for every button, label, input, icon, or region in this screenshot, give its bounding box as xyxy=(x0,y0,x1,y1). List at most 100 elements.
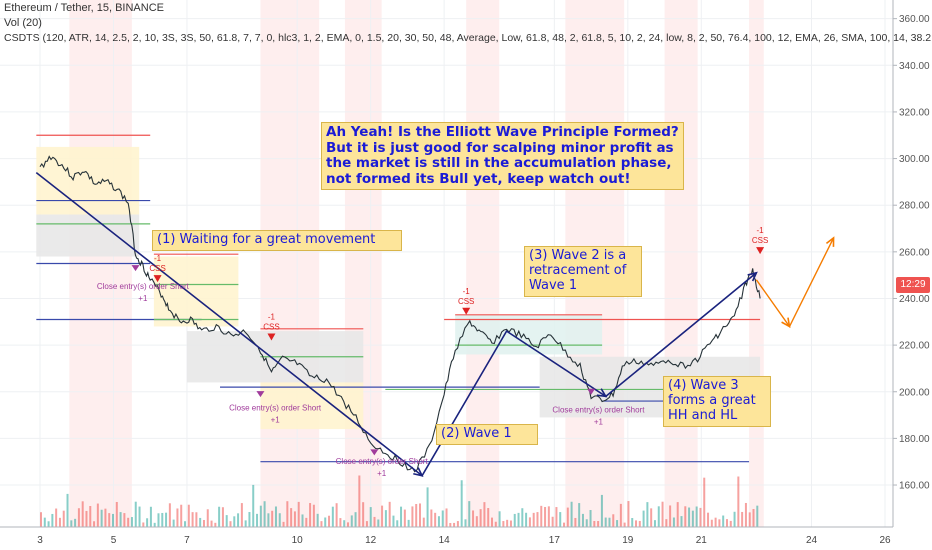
volume-bar xyxy=(240,503,243,527)
volume-bar xyxy=(229,521,232,527)
volume-bar xyxy=(134,501,137,527)
volume-bar xyxy=(638,520,641,527)
volume-bar xyxy=(346,522,349,527)
volume-bar xyxy=(328,515,331,527)
volume-bar xyxy=(506,519,509,527)
y-tick-label: 260.00 xyxy=(899,247,930,258)
css-signal-label: CSS xyxy=(458,297,474,306)
volume-bar xyxy=(445,508,448,527)
x-tick-label: 21 xyxy=(696,535,708,546)
volume-bar xyxy=(661,501,664,527)
wave-arrowhead xyxy=(413,467,424,477)
css-signal-label: CSS xyxy=(263,322,279,331)
volume-bar xyxy=(509,520,512,527)
y-tick-label: 280.00 xyxy=(899,201,930,212)
zone-box xyxy=(36,146,140,215)
volume-bar xyxy=(301,514,304,527)
volume-bar xyxy=(653,520,656,527)
volume-bar xyxy=(437,516,440,527)
zone-box xyxy=(153,256,239,327)
volume-bar xyxy=(422,517,425,527)
volume-bar xyxy=(665,519,668,527)
note-main: Ah Yeah! Is the Elliott Wave Principle F… xyxy=(321,122,684,191)
price-series xyxy=(39,155,761,473)
volume-bar xyxy=(335,503,338,527)
volume-bar xyxy=(388,501,391,527)
volume-bar xyxy=(616,520,619,527)
volume-bar xyxy=(350,515,353,527)
volume-bar xyxy=(62,510,65,527)
volume-bar xyxy=(320,521,323,527)
wave-arrowhead xyxy=(747,271,758,282)
volume-bar xyxy=(676,502,679,527)
close-signal-arrow xyxy=(256,391,265,398)
volume-bar xyxy=(756,505,759,527)
volume-bar xyxy=(119,512,122,527)
volume-bar xyxy=(729,520,732,527)
volume-bar xyxy=(547,506,550,527)
volume-bar xyxy=(58,517,61,527)
volume-bar xyxy=(623,522,626,527)
volume-bar xyxy=(578,503,581,527)
volume-bar xyxy=(237,513,240,527)
volume-bar xyxy=(104,508,107,527)
volume-bar xyxy=(55,508,58,527)
close-signal-count: +1 xyxy=(594,418,604,427)
volume-bar xyxy=(741,511,744,527)
volume-bar xyxy=(168,503,171,527)
volume-bar xyxy=(498,511,501,527)
volume-bar xyxy=(680,516,683,527)
volume-bar xyxy=(161,512,164,527)
volume-bar xyxy=(513,513,516,527)
close-signal-label: Close entry(s) order Short xyxy=(229,403,322,412)
volume-bar xyxy=(93,521,96,527)
y-tick-label: 320.00 xyxy=(899,107,930,118)
volume-bar xyxy=(184,521,187,527)
volume-bar xyxy=(187,504,190,527)
volume-bar xyxy=(225,515,228,527)
volume-bar xyxy=(233,516,236,527)
volume-bar xyxy=(214,522,217,527)
volume-bar xyxy=(142,522,145,527)
volume-bar xyxy=(149,506,152,527)
note-wave-1-line: (2) Wave 1 xyxy=(441,426,512,441)
volume-bar xyxy=(115,501,118,527)
volume-bar xyxy=(600,494,603,527)
volume-bar xyxy=(744,502,747,527)
volume-bar xyxy=(146,518,149,527)
volume-bar xyxy=(733,511,736,527)
signals: Close entry(s) order Short +1 Close entry(… xyxy=(97,226,768,478)
note-waiting: (1) Waiting for a great movement xyxy=(152,230,402,251)
volume-bar xyxy=(555,507,558,527)
volume-bar xyxy=(396,520,399,527)
volume-bar xyxy=(377,519,380,527)
volume-bar xyxy=(559,512,562,527)
volume-bar xyxy=(695,506,698,527)
volume-bar xyxy=(244,520,247,527)
volume-bar xyxy=(312,504,315,527)
volume-bar xyxy=(574,517,577,527)
css-signal-count: -1 xyxy=(154,254,162,263)
volume-bar xyxy=(267,513,270,527)
volume-bar xyxy=(418,503,421,527)
volume-bar xyxy=(566,507,569,527)
x-tick-label: 12 xyxy=(365,535,377,546)
volume-bar xyxy=(456,521,459,527)
volume-bar xyxy=(191,512,194,527)
volume-bar xyxy=(157,513,160,527)
volume-bar xyxy=(464,519,467,527)
x-tick-label: 10 xyxy=(292,535,304,546)
css-signal-label: CSS xyxy=(752,236,768,245)
volume-bar xyxy=(460,480,463,527)
note-wave-2-line: (3) Wave 2 is a xyxy=(529,248,627,263)
y-tick-label: 160.00 xyxy=(899,481,930,492)
close-signal-label: Close entry(s) order Short xyxy=(552,406,645,415)
volume-bar xyxy=(180,504,183,527)
volume-bar xyxy=(297,501,300,527)
note-wave-2: (3) Wave 2 is a retracement of Wave 1 xyxy=(524,246,642,297)
volume-bar xyxy=(752,508,755,527)
y-tick-label: 180.00 xyxy=(899,434,930,445)
volume-bar xyxy=(415,503,418,527)
volume-bar xyxy=(589,510,592,527)
